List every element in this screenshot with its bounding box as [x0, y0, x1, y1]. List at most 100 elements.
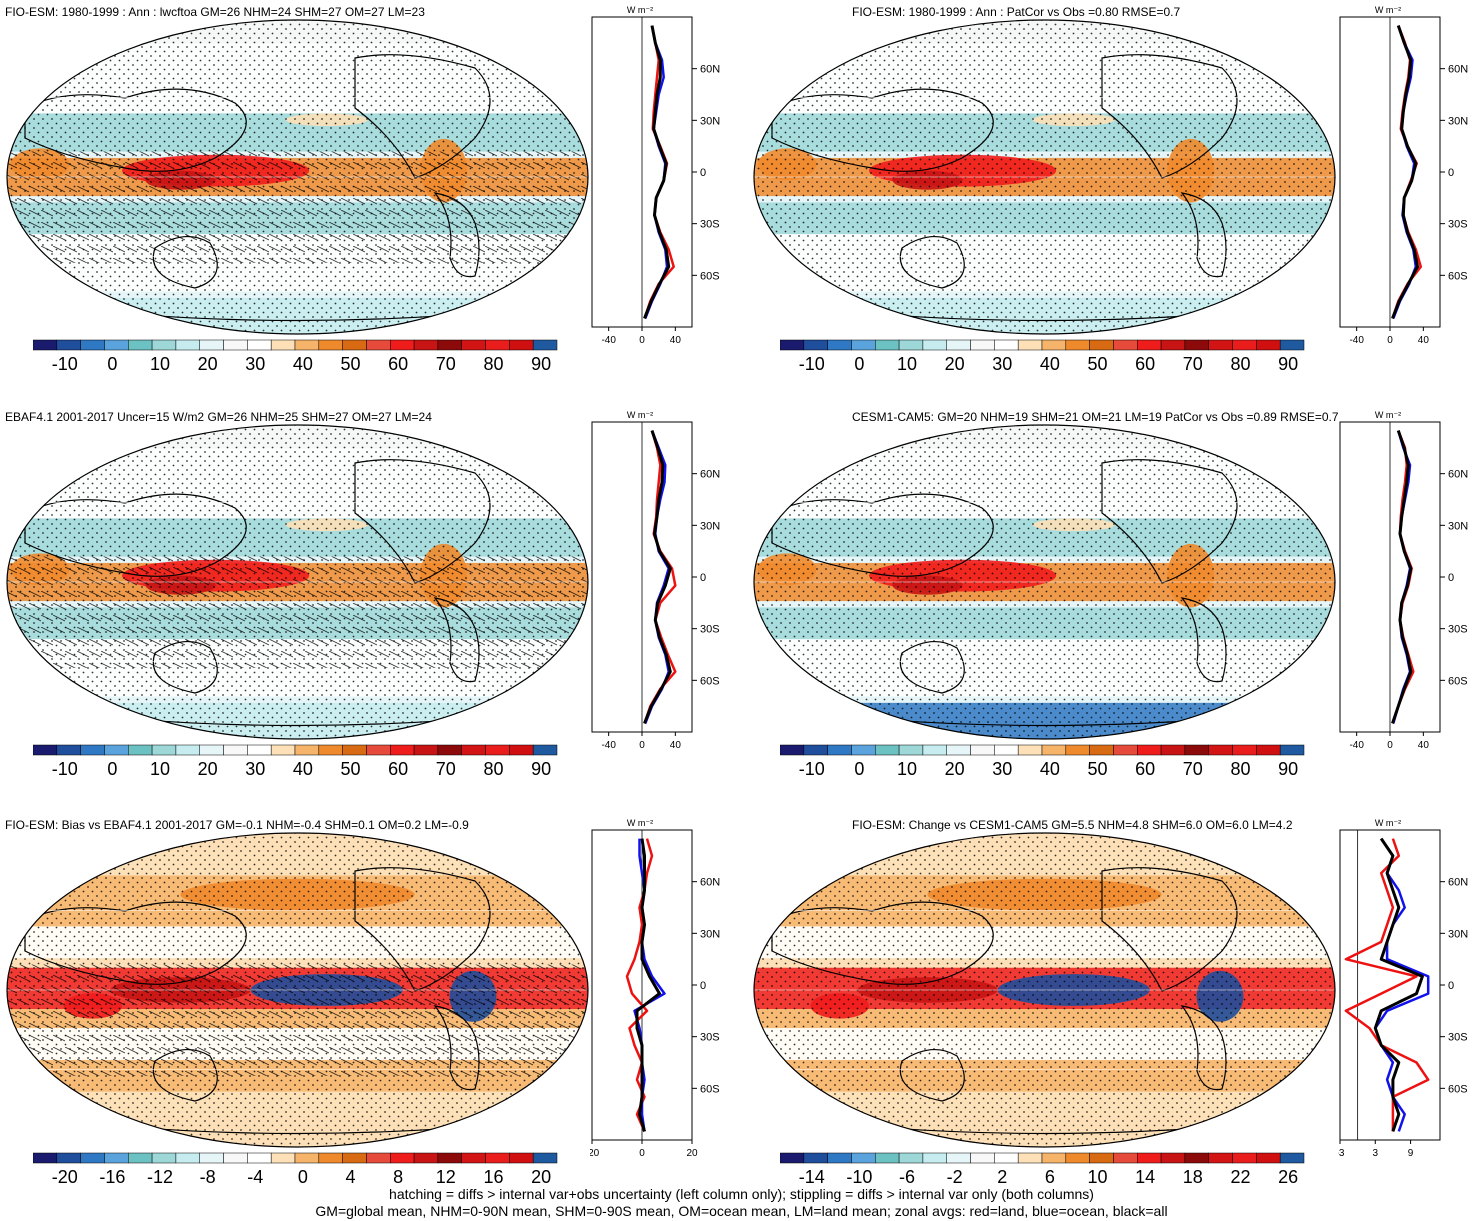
colorbar-swatch: [1232, 1152, 1257, 1164]
zonal-tick-label: 3: [1373, 1148, 1379, 1159]
lat-label: 60S: [1448, 1083, 1468, 1095]
colorbar-swatch: [33, 744, 58, 756]
colorbar-swatch: [1160, 744, 1186, 756]
colorbar-swatch: [270, 1152, 296, 1164]
lat-label: 60S: [700, 675, 720, 687]
colorbar-swatch: [485, 339, 510, 351]
colorbar-swatch: [1017, 1152, 1043, 1164]
lat-label: 30S: [1448, 219, 1468, 231]
colorbar-swatch: [803, 1152, 828, 1164]
colorbar-swatch: [1256, 1152, 1281, 1164]
colorbar-label: 6: [1045, 1167, 1055, 1187]
colorbar-label: 0: [107, 354, 117, 374]
colorbar-swatch: [827, 1152, 852, 1164]
colorbar-label: -10: [846, 1167, 872, 1187]
zonal-tick-label: -40: [601, 335, 616, 346]
colorbar-swatch: [413, 1152, 439, 1164]
colorbar-swatch: [104, 339, 129, 351]
colorbar-swatch: [294, 1152, 320, 1164]
colorbar-swatch: [80, 1152, 105, 1164]
colorbar: -10 0 10 20 30 40 50 60 70 80 90: [780, 339, 1305, 374]
colorbar-label: 16: [483, 1167, 503, 1187]
colorbar-label: 20: [945, 759, 965, 779]
continent-outline: [1101, 867, 1238, 992]
colorbar: -20 -16 -12 -8 -4 0 4 8 12 16 20: [33, 1152, 558, 1187]
colorbar-swatch: [532, 744, 558, 756]
colorbar-label: 50: [341, 354, 361, 374]
colorbar-swatch: [1065, 744, 1090, 756]
footer-line-1: hatching = diffs > internal var+obs unce…: [389, 1186, 1094, 1202]
colorbar-label: -10: [52, 354, 78, 374]
colorbar-label: 20: [531, 1167, 551, 1187]
colorbar-swatch: [318, 1152, 343, 1164]
colorbar-label: 70: [1183, 759, 1203, 779]
colorbar-label: 30: [245, 354, 265, 374]
colorbar-swatch: [199, 744, 224, 756]
colorbar-label: 20: [945, 354, 965, 374]
colorbar-swatch: [366, 744, 391, 756]
colorbar-swatch: [1208, 744, 1233, 756]
colorbar-swatch: [128, 744, 153, 756]
continent-outline: [24, 493, 247, 577]
colorbar-swatch: [390, 744, 415, 756]
colorbar-swatch: [390, 339, 415, 351]
lat-label: 30N: [1448, 928, 1468, 940]
map-panel: [6, 832, 589, 1148]
colorbar-label: -6: [899, 1167, 915, 1187]
map-border: [753, 19, 1336, 335]
colorbar-swatch: [80, 744, 105, 756]
colorbar-label: 30: [245, 759, 265, 779]
zonal-mean-plot: W m⁻² 60N 30N 0 30S 60S -3 3 9: [1338, 818, 1468, 1159]
colorbar-label: 30: [992, 354, 1012, 374]
colorbar-swatch: [151, 744, 177, 756]
colorbar-swatch: [1089, 339, 1114, 351]
map-border: [753, 424, 1336, 740]
colorbar-swatch: [851, 1152, 876, 1164]
colorbar-swatch: [780, 744, 805, 756]
panel-title: EBAF4.1 2001-2017 Uncer=15 W/m2 GM=26 NH…: [5, 410, 432, 424]
continent-outline: [1101, 459, 1238, 584]
colorbar-swatch: [803, 744, 828, 756]
colorbar-swatch: [1208, 1152, 1233, 1164]
lat-label: 0: [1448, 980, 1454, 992]
colorbar-swatch: [1113, 744, 1138, 756]
colorbar-label: 90: [531, 354, 551, 374]
colorbar-swatch: [1041, 339, 1067, 351]
colorbar-label: 50: [1088, 759, 1108, 779]
colorbar-label: -12: [147, 1167, 173, 1187]
colorbar-swatch: [946, 744, 971, 756]
colorbar-swatch: [461, 1152, 486, 1164]
colorbar-swatch: [1113, 339, 1138, 351]
colorbar-swatch: [1089, 744, 1114, 756]
colorbar-label: 80: [1230, 354, 1250, 374]
colorbar-label: 90: [1278, 354, 1298, 374]
zonal-series-all: [1373, 837, 1424, 1132]
colorbar-swatch: [875, 1152, 900, 1164]
colorbar-swatch: [1160, 1152, 1186, 1164]
zonal-tick-label: 9: [1408, 1148, 1414, 1159]
zonal-unit-label: W m⁻²: [1375, 5, 1401, 15]
colorbar-swatch: [80, 339, 105, 351]
zonal-series-all: [1391, 25, 1419, 319]
continent-outline: [152, 236, 218, 289]
continent-outline: [899, 236, 965, 289]
colorbar-swatch: [175, 339, 200, 351]
colorbar-swatch: [509, 1152, 534, 1164]
colorbar-swatch: [1184, 339, 1209, 351]
colorbar-swatch: [1232, 744, 1257, 756]
panel-title: FIO-ESM: Bias vs EBAF4.1 2001-2017 GM=-0…: [5, 818, 469, 832]
panel-title: CESM1-CAM5: GM=20 NHM=19 SHM=21 OM=21 LM…: [852, 410, 1339, 424]
continent-outline: [354, 867, 491, 992]
colorbar-swatch: [509, 744, 534, 756]
lat-label: 60S: [700, 270, 720, 282]
continent-outline: [899, 1049, 965, 1102]
colorbar-swatch: [970, 1152, 995, 1164]
colorbar-label: 0: [298, 1167, 308, 1187]
lat-label: 30S: [1448, 624, 1468, 636]
colorbar-label: 10: [1088, 1167, 1108, 1187]
colorbar-swatch: [485, 1152, 510, 1164]
colorbar-swatch: [318, 744, 343, 756]
colorbar-swatch: [1041, 744, 1067, 756]
colorbar-label: 14: [1135, 1167, 1155, 1187]
footer: hatching = diffs > internal var+obs unce…: [0, 1186, 1483, 1220]
